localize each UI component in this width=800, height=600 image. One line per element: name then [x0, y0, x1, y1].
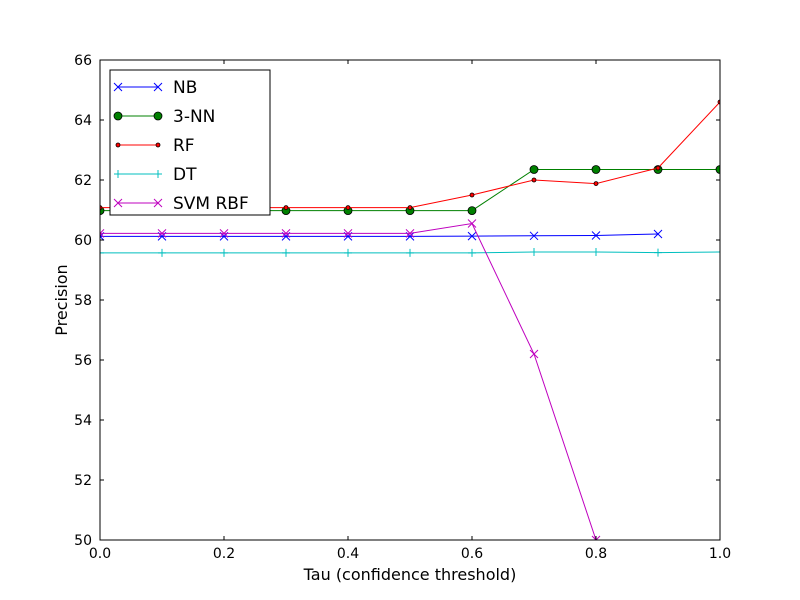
data-point-dt: [530, 248, 538, 256]
legend-marker: [153, 198, 163, 208]
x-tick-label: 0.8: [585, 546, 607, 562]
y-tick-label: 60: [74, 233, 92, 249]
legend-item-dt: DT: [114, 165, 197, 185]
legend-label: DT: [173, 165, 197, 185]
data-point-rf: [593, 181, 599, 187]
data-point-rf: [469, 192, 475, 198]
data-point-3-nn: [467, 206, 477, 216]
legend-label: RF: [173, 136, 195, 156]
data-point-rf: [655, 165, 661, 171]
legend-marker: [113, 111, 123, 121]
legend-marker: [113, 198, 123, 208]
y-tick-label: 66: [74, 53, 92, 69]
legend-marker: [113, 82, 123, 92]
y-tick-label: 64: [74, 113, 92, 129]
data-point-rf: [531, 177, 537, 183]
data-point-dt: [592, 248, 600, 256]
data-point-svm-rbf: [405, 229, 415, 238]
data-point-svm-rbf: [281, 229, 291, 238]
data-point-svm-rbf: [219, 229, 229, 238]
data-point-svm-rbf: [529, 349, 539, 359]
data-point-nb: [591, 231, 601, 240]
legend-item-3-nn: 3-NN: [113, 107, 215, 127]
axis-ticks: 0.0 0.2 0.4 0.6 0.8 1.0 50 52 54 56 58 60 62 64 66: [74, 53, 731, 562]
data-point-3-nn: [591, 165, 601, 174]
legend-item-svm-rbf: SVM RBF: [113, 194, 249, 214]
x-tick-label: 0.2: [213, 546, 235, 562]
legend-marker: [155, 142, 161, 148]
data-point-svm-rbf: [591, 535, 601, 540]
series-dt: [100, 248, 720, 257]
y-tick-label: 56: [74, 353, 92, 369]
x-tick-label: 1.0: [709, 546, 731, 562]
series-layer: [100, 99, 720, 540]
data-point-dt: [344, 248, 352, 257]
legend-marker: [153, 82, 163, 92]
x-tick-label: 0.4: [337, 546, 359, 562]
legend-label: 3-NN: [173, 107, 215, 127]
x-tick-label: 0.0: [89, 546, 111, 562]
y-tick-label: 62: [74, 173, 92, 189]
data-point-nb: [467, 231, 477, 241]
data-point-3-nn: [529, 165, 539, 174]
legend-box: [109, 69, 271, 216]
y-tick-label: 50: [74, 533, 92, 549]
data-point-dt: [716, 248, 720, 256]
data-point-dt: [468, 248, 476, 257]
y-tick-label: 58: [74, 293, 92, 309]
legend-item-rf: RF: [115, 136, 195, 156]
data-point-nb: [653, 229, 663, 239]
data-point-dt: [220, 248, 228, 257]
legend-marker: [153, 111, 163, 121]
data-point-svm-rbf: [157, 229, 167, 238]
legend-item-nb: NB: [113, 78, 197, 98]
legend-marker: [154, 170, 162, 178]
legend-marker: [114, 170, 122, 178]
data-point-svm-rbf: [100, 229, 105, 238]
y-tick-label: 54: [74, 413, 92, 429]
data-point-dt: [100, 248, 104, 257]
y-axis-label: Precision: [52, 264, 71, 335]
data-point-rf: [345, 205, 351, 211]
series-svm-rbf: [100, 219, 601, 540]
x-tick-label: 0.6: [461, 546, 483, 562]
series-line-nb: [100, 233, 659, 237]
data-point-nb: [529, 231, 539, 241]
data-point-dt: [406, 248, 414, 257]
data-point-3-nn: [715, 165, 720, 174]
data-point-rf: [283, 205, 289, 211]
data-point-svm-rbf: [467, 219, 477, 228]
x-axis-label: Tau (confidence threshold): [303, 565, 517, 584]
data-point-dt: [158, 248, 166, 257]
data-point-dt: [282, 248, 290, 257]
data-point-svm-rbf: [343, 229, 353, 238]
data-point-dt: [654, 248, 662, 257]
legend-label: SVM RBF: [173, 194, 249, 214]
y-tick-label: 52: [74, 473, 92, 489]
legend-marker: [115, 142, 121, 148]
legend-label: NB: [173, 78, 197, 98]
data-point-rf: [407, 205, 413, 211]
legend: NB 3-NN RF DT SVM RBF: [109, 69, 271, 216]
